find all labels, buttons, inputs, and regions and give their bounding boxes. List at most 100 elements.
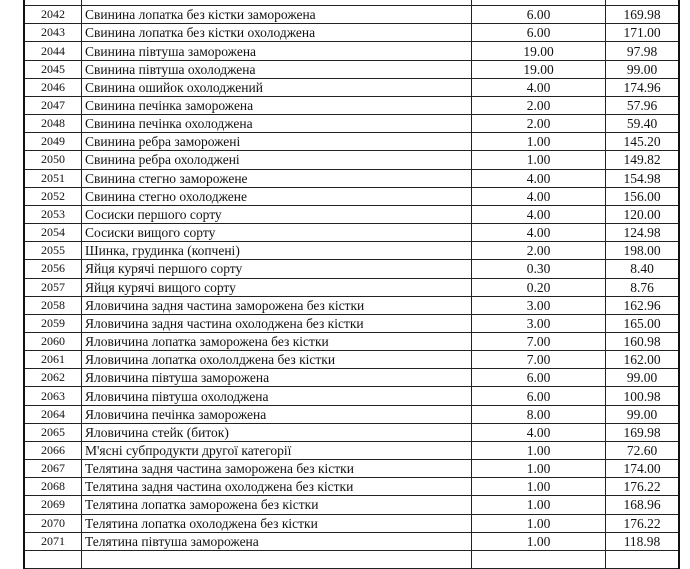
price: 145.20 xyxy=(605,132,680,152)
quantity: 2.00 xyxy=(471,95,606,116)
product-name: Свинина півтуша заморожена xyxy=(81,41,472,61)
table-row: 2042 Свинина лопатка без кістки заморожен… xyxy=(23,5,680,25)
table-row: 2064 Яловичина печінка заморожена 8.00 99.0… xyxy=(23,404,680,424)
product-name: Свинина півтуша охолоджена xyxy=(81,59,472,79)
table-row: 2062 Яловичина пiвтуша заморожена 6.00 99.0… xyxy=(23,368,680,388)
price: 118.98 xyxy=(605,531,680,551)
table-row xyxy=(23,549,680,569)
price: 169.98 xyxy=(605,5,680,25)
price: 176.22 xyxy=(605,513,680,533)
product-name: М'ясні субпродукти другої категорії xyxy=(81,440,472,461)
table-row: 2044 Свинина півтуша заморожена 19.00 97.98 xyxy=(23,41,680,61)
quantity: 3.00 xyxy=(471,313,606,333)
quantity: 6.00 xyxy=(471,23,606,43)
price: 162.00 xyxy=(605,350,680,370)
price: 168.96 xyxy=(605,495,680,515)
price: 165.00 xyxy=(605,313,680,333)
row-number: 2057 xyxy=(23,277,82,297)
row-number: 2052 xyxy=(23,186,82,206)
row-number: 2070 xyxy=(23,513,82,533)
price: 120.00 xyxy=(605,204,680,225)
table-row: 2055 Шинка, грудинка (копчені) 2.00 198.00 xyxy=(23,241,680,261)
product-name: Шинка, грудинка (копчені) xyxy=(81,241,472,261)
product-name: Свинина ребра заморожені xyxy=(81,132,472,152)
row-number: 2047 xyxy=(23,95,82,116)
table-row: 2058 Яловичина задня частина заморожена б… xyxy=(23,295,680,315)
quantity: 1.00 xyxy=(471,150,606,170)
table-row: 2052 Свинина стегно охолоджене 4.00 156.00 xyxy=(23,186,680,206)
price: 72.60 xyxy=(605,440,680,461)
quantity: 1.00 xyxy=(471,495,606,515)
product-name: Яловичина пiвтуша заморожена xyxy=(81,368,472,388)
product-name: Сосиски вищого сорту xyxy=(81,223,472,243)
table-row: 2053 Сосиски першого сорту 4.00 120.00 xyxy=(23,204,680,225)
price: 174.00 xyxy=(605,459,680,479)
price: 99.00 xyxy=(605,59,680,79)
table-row: 2043 Свинина лопатка без кістки охолоджен… xyxy=(23,23,680,43)
price: 174.96 xyxy=(605,77,680,97)
table-row: 2047 Свинина печінка заморожена 2.00 57.96 xyxy=(23,95,680,116)
row-number: 2069 xyxy=(23,495,82,515)
row-number: 2060 xyxy=(23,331,82,352)
product-name: Свинина лопатка без кістки заморожена xyxy=(81,5,472,25)
product-name xyxy=(81,549,472,569)
quantity: 2.00 xyxy=(471,114,606,134)
row-number: 2061 xyxy=(23,350,82,370)
table-row: 2049 Свинина ребра заморожені 1.00 145.20 xyxy=(23,132,680,152)
product-name: Яловичина стейк (биток) xyxy=(81,422,472,442)
product-name: Свинина печінка заморожена xyxy=(81,95,472,116)
row-number: 2045 xyxy=(23,59,82,79)
table-row: 2067 Телятина задня частина заморожена бе… xyxy=(23,459,680,479)
product-name: Яловичина півтуша охолоджена xyxy=(81,386,472,406)
row-number: 2044 xyxy=(23,41,82,61)
row-number: 2049 xyxy=(23,132,82,152)
quantity: 1.00 xyxy=(471,440,606,461)
row-number: 2058 xyxy=(23,295,82,315)
table-row: 2063 Яловичина півтуша охолоджена 6.00 100.… xyxy=(23,386,680,406)
price: 156.00 xyxy=(605,186,680,206)
product-name: Свинина лопатка без кістки охолоджена xyxy=(81,23,472,43)
row-number: 2059 xyxy=(23,313,82,333)
product-name: Яловичина печінка заморожена xyxy=(81,404,472,424)
row-number: 2053 xyxy=(23,204,82,225)
price: 154.98 xyxy=(605,168,680,188)
row-number: 2062 xyxy=(23,368,82,388)
price: 8.40 xyxy=(605,259,680,279)
quantity: 0.30 xyxy=(471,259,606,279)
row-number: 2051 xyxy=(23,168,82,188)
row-number: 2064 xyxy=(23,404,82,424)
product-name: Яйця курячі першого сорту xyxy=(81,259,472,279)
table-row: 2048 Свинина печінка охолоджена 2.00 59.40 xyxy=(23,114,680,134)
quantity: 6.00 xyxy=(471,386,606,406)
row-number: 2071 xyxy=(23,531,82,551)
price: 8.76 xyxy=(605,277,680,297)
table-row: 2070 Телятина лопатка охолоджена без кіст… xyxy=(23,513,680,533)
table-row: 2056 Яйця курячі першого сорту 0.30 8.40 xyxy=(23,259,680,279)
quantity: 3.00 xyxy=(471,295,606,315)
price: 99.00 xyxy=(605,368,680,388)
row-number: 2066 xyxy=(23,440,82,461)
quantity: 7.00 xyxy=(471,331,606,352)
product-name: Яйця курячі вищого сорту xyxy=(81,277,472,297)
product-name: Яловичина задня частина охолоджена без к… xyxy=(81,313,472,333)
row-number: 2063 xyxy=(23,386,82,406)
product-name: Телятина півтуша заморожена xyxy=(81,531,472,551)
table-row: 2054 Сосиски вищого сорту 4.00 124.98 xyxy=(23,223,680,243)
quantity: 1.00 xyxy=(471,531,606,551)
product-name: Свинина стегно заморожене xyxy=(81,168,472,188)
quantity: 6.00 xyxy=(471,5,606,25)
row-number: 2042 xyxy=(23,5,82,25)
price: 162.96 xyxy=(605,295,680,315)
quantity: 2.00 xyxy=(471,241,606,261)
row-number: 2065 xyxy=(23,422,82,442)
quantity: 19.00 xyxy=(471,59,606,79)
product-name: Свинина печінка охолоджена xyxy=(81,114,472,134)
product-name: Телятина лопатка заморожена без кістки xyxy=(81,495,472,515)
product-name: Телятина задня частина заморожена без кі… xyxy=(81,459,472,479)
quantity: 4.00 xyxy=(471,186,606,206)
table-row: 2065 Яловичина стейк (биток) 4.00 169.98 xyxy=(23,422,680,442)
row-number xyxy=(23,549,82,569)
price: 100.98 xyxy=(605,386,680,406)
quantity: 4.00 xyxy=(471,77,606,97)
table-row: 2060 Яловичина лопатка заморожена без кіс… xyxy=(23,331,680,352)
